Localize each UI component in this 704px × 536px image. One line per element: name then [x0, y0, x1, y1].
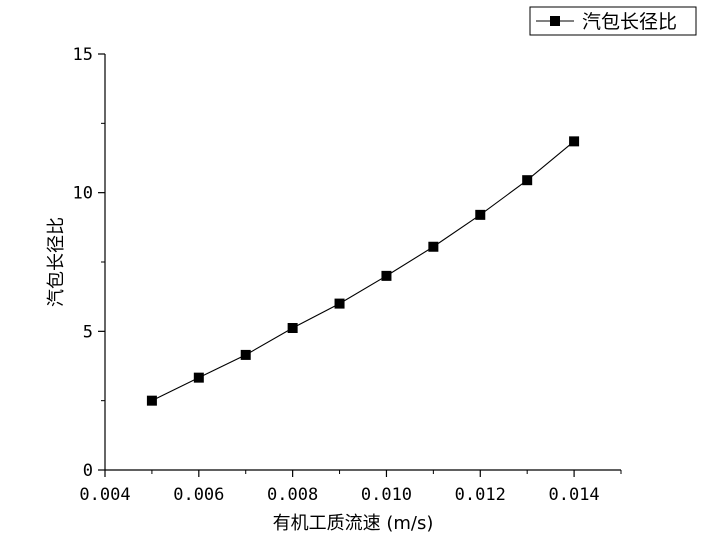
data-point: [569, 136, 580, 147]
data-point: [381, 270, 392, 281]
series-layer: [146, 136, 580, 406]
legend-label: 汽包长径比: [582, 11, 677, 33]
y-tick-label: 15: [73, 45, 93, 65]
x-axis-title: 有机工质流速 (m/s): [273, 513, 434, 534]
x-tick-label: 0.008: [267, 485, 318, 505]
x-tick-label: 0.006: [173, 485, 224, 505]
x-tick-label: 0.012: [455, 485, 506, 505]
y-tick-label: 10: [73, 184, 93, 204]
x-tick-label: 0.004: [79, 485, 130, 505]
y-tick-label: 5: [83, 322, 93, 342]
data-point: [428, 241, 439, 252]
y-tick-label: 0: [83, 461, 93, 481]
x-tick-label: 0.010: [361, 485, 412, 505]
y-axis-title: 汽包长径比: [46, 217, 67, 307]
data-point: [240, 349, 251, 360]
data-point: [334, 298, 345, 309]
data-point: [146, 395, 157, 406]
data-point: [193, 372, 204, 383]
legend: 汽包长径比: [529, 6, 697, 36]
data-point: [287, 323, 298, 334]
axes: 0.004 0.006 0.008 0.010 0.012 0.014 0 5 10 15: [73, 45, 622, 505]
legend-marker: [550, 16, 560, 26]
data-point: [522, 175, 533, 186]
x-tick-label: 0.014: [548, 485, 599, 505]
series-line: [151, 140, 575, 402]
data-point: [475, 209, 486, 220]
